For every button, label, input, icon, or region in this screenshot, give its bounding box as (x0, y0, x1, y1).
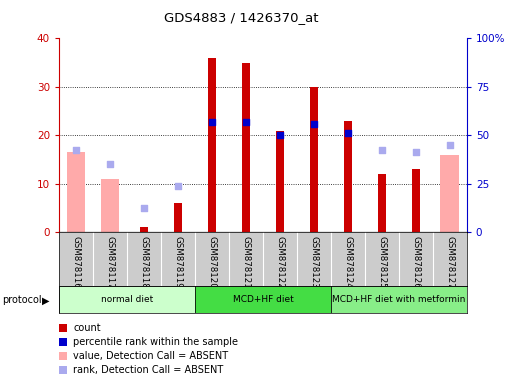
Text: value, Detection Call = ABSENT: value, Detection Call = ABSENT (73, 351, 228, 361)
Text: GSM878122: GSM878122 (275, 236, 284, 289)
Bar (331, 286, 467, 313)
Text: MCD+HF diet with metformin: MCD+HF diet with metformin (332, 295, 465, 304)
Text: GSM878126: GSM878126 (411, 236, 420, 289)
Bar (140, 227, 148, 232)
Bar (344, 121, 352, 232)
Text: GSM878127: GSM878127 (445, 236, 455, 289)
Bar (174, 203, 182, 232)
Text: count: count (73, 323, 101, 333)
Bar (441, 155, 459, 232)
Text: GSM878123: GSM878123 (309, 236, 319, 289)
Point (106, 161, 114, 167)
Text: GSM878121: GSM878121 (242, 236, 250, 289)
Point (208, 119, 216, 125)
Bar (242, 63, 250, 232)
Text: GSM878119: GSM878119 (173, 236, 183, 289)
Bar (67, 152, 85, 232)
Bar (310, 87, 318, 232)
Text: GSM878125: GSM878125 (378, 236, 386, 289)
Text: percentile rank within the sample: percentile rank within the sample (73, 337, 239, 347)
Point (378, 147, 386, 153)
Text: GSM878116: GSM878116 (71, 236, 81, 289)
Point (446, 142, 454, 148)
Text: GDS4883 / 1426370_at: GDS4883 / 1426370_at (164, 11, 319, 24)
Text: MCD+HF diet: MCD+HF diet (232, 295, 293, 304)
Bar (275, 131, 284, 232)
Point (140, 205, 148, 211)
Text: GSM878124: GSM878124 (343, 236, 352, 289)
Point (242, 119, 250, 125)
Bar (101, 179, 120, 232)
Text: rank, Detection Call = ABSENT: rank, Detection Call = ABSENT (73, 365, 224, 375)
Bar (59, 286, 195, 313)
Bar (195, 286, 331, 313)
Bar (411, 169, 420, 232)
Point (72, 147, 80, 153)
Text: GSM878117: GSM878117 (106, 236, 114, 289)
Point (344, 130, 352, 136)
Point (276, 132, 284, 139)
Point (412, 149, 420, 156)
Text: GSM878120: GSM878120 (207, 236, 216, 289)
Text: normal diet: normal diet (101, 295, 153, 304)
Text: ▶: ▶ (42, 295, 50, 305)
Point (310, 121, 318, 127)
Text: GSM878118: GSM878118 (140, 236, 148, 289)
Bar (378, 174, 386, 232)
Text: protocol: protocol (3, 295, 42, 305)
Bar (208, 58, 216, 232)
Point (174, 183, 182, 189)
